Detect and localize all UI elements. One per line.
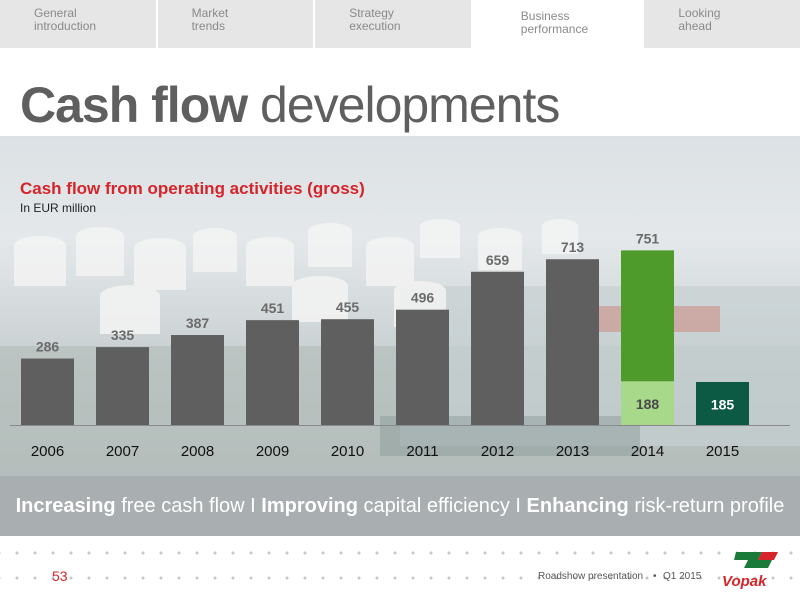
category-label-2010: 2010: [331, 443, 364, 460]
bar-2008: [171, 335, 224, 425]
bar-value-label-2010: 455: [336, 299, 360, 315]
bar-2012: [471, 271, 524, 425]
bar-2010: [321, 319, 374, 425]
page-title: Cash flow developments: [20, 76, 560, 134]
bar-value-label-2009: 451: [261, 300, 285, 316]
bar-2009: [246, 320, 299, 425]
bar-2015: [696, 381, 749, 425]
tab-label-line-1: Strategy: [349, 6, 394, 20]
tab-label-line-2: introduction: [34, 19, 97, 33]
footer-dots-row-2: [0, 576, 800, 580]
tab-market[interactable]: Market trends: [157, 0, 314, 48]
bar-value-label-2011: 496: [411, 290, 435, 306]
tab-label-line-2: execution: [349, 19, 401, 33]
tab-label-line-2: ahead: [678, 19, 712, 33]
footer-bullet: •: [653, 571, 657, 582]
tagline-banner: Increasing free cash flow I Improving ca…: [0, 476, 800, 536]
banner-segment: capital efficiency I: [357, 495, 527, 517]
chart-title: Cash flow from operating activities (gro…: [20, 179, 365, 198]
vopak-logo-text: Vopak: [722, 573, 767, 590]
chart-subtitle: In EUR million: [20, 201, 97, 215]
banner-segment: free cash flow I: [115, 495, 262, 517]
category-label-2013: 2013: [556, 443, 589, 460]
tab-label-line-1: General: [34, 6, 77, 20]
tab-label-line-1: Market: [191, 6, 229, 20]
cash-flow-bar-chart: 286 2006 335 2007 387 2008 451 2009 455 2010 496 20…: [10, 230, 790, 460]
category-label-2015: 2015: [706, 443, 739, 460]
banner-segment: risk-return profile: [628, 495, 785, 517]
bar-2006: [21, 358, 74, 425]
vopak-logo-icon: [734, 552, 778, 568]
tab-label-line-2: performance: [520, 22, 589, 36]
banner-segment: Increasing: [15, 495, 116, 517]
category-label-2008: 2008: [181, 443, 214, 460]
page-title-rest: developments: [247, 77, 560, 133]
footer-date: Q1 2015: [663, 571, 702, 582]
tab-strategy[interactable]: Strategy execution: [315, 0, 471, 48]
page-number: 53: [52, 568, 68, 584]
tab-label-line-1: Looking: [678, 6, 721, 20]
tab-general[interactable]: General introduction: [0, 0, 156, 48]
bar-value-label-2006: 286: [36, 339, 60, 355]
category-label-2011: 2011: [406, 443, 438, 460]
bar-overlay-label-2014: 188: [636, 396, 660, 412]
section-tabs: General introduction Market trends Strategy e…: [0, 0, 800, 48]
bar-value-label-2013: 713: [561, 239, 585, 255]
bar-overlay-2014: [621, 381, 674, 425]
tab-label-line-1: Business: [520, 9, 570, 23]
tab-business[interactable]: Business performance: [472, 0, 643, 48]
footer-dots-row-1: [0, 551, 800, 555]
banner-segment: Enhancing: [526, 495, 629, 517]
bar-value-label-2015: 185: [711, 396, 735, 412]
category-label-2009: 2009: [256, 443, 289, 460]
bar-2007: [96, 347, 149, 425]
bar-value-label-2008: 387: [186, 315, 210, 331]
bar-2011: [396, 309, 449, 425]
tab-label-line-2: trends: [191, 19, 225, 33]
bar-value-label-2014: 751: [636, 230, 660, 246]
category-label-2012: 2012: [481, 443, 514, 460]
bar-2013: [546, 259, 599, 425]
category-label-2014: 2014: [631, 443, 664, 460]
bar-value-label-2007: 335: [111, 327, 135, 343]
page-title-bold: Cash flow: [20, 77, 248, 133]
tab-looking[interactable]: Looking ahead: [644, 0, 800, 48]
category-label-2007: 2007: [106, 443, 139, 460]
banner-segment: Improving: [261, 495, 358, 517]
footer-presentation-label: Roadshow presentation: [538, 571, 644, 582]
bar-value-label-2012: 659: [486, 252, 510, 268]
category-label-2006: 2006: [31, 443, 64, 460]
